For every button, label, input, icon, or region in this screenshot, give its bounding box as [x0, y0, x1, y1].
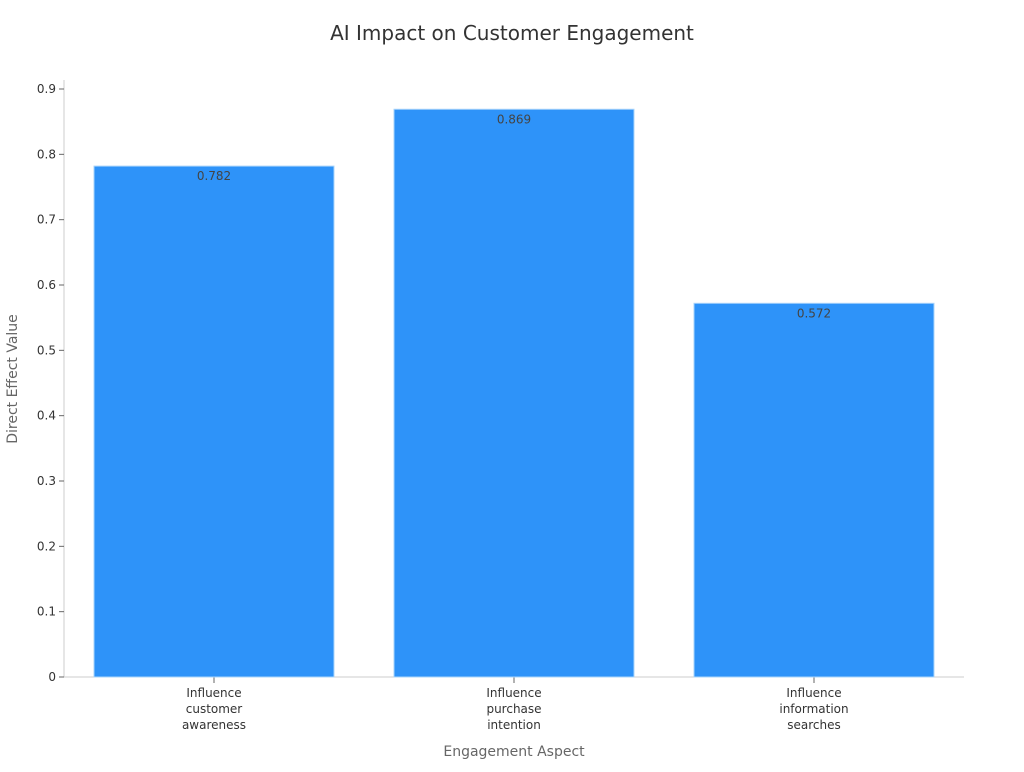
bar: [93, 165, 335, 678]
y-tick-label: 0.4: [37, 409, 56, 423]
x-tick-label: Influence purchase intention: [486, 686, 541, 732]
x-tick-label: Influence customer awareness: [182, 686, 246, 732]
data-labels-group: 0.782 0.869 0.572: [197, 112, 831, 320]
x-axis-title: Engagement Aspect: [443, 744, 585, 760]
y-tick-label: 0.2: [37, 539, 56, 553]
y-tick-label: 0.7: [37, 213, 56, 227]
bar: [693, 302, 935, 678]
y-tick-label: 0.6: [37, 278, 56, 292]
bar: [393, 108, 635, 678]
x-axis: Influence customer awareness Influence purch…: [64, 676, 964, 732]
y-tick-label: 0.1: [37, 605, 56, 619]
y-tick-label: 0.5: [37, 343, 56, 357]
y-tick-label: 0: [48, 670, 56, 684]
y-axis: 0 0.1 0.2 0.3 0.4 0.5 0.6 0.7 0.8 0.9: [37, 80, 65, 684]
y-tick-label: 0.8: [37, 147, 56, 161]
data-label: 0.869: [497, 112, 531, 126]
data-label: 0.782: [197, 169, 231, 183]
bars-group: [93, 108, 935, 678]
x-tick-label: Influence information searches: [779, 686, 848, 732]
y-tick-label: 0.3: [37, 474, 56, 488]
y-tick-label: 0.9: [37, 82, 56, 96]
y-axis-title: Direct Effect Value: [5, 314, 21, 444]
data-label: 0.572: [797, 306, 831, 320]
chart-title: AI Impact on Customer Engagement: [330, 21, 694, 45]
